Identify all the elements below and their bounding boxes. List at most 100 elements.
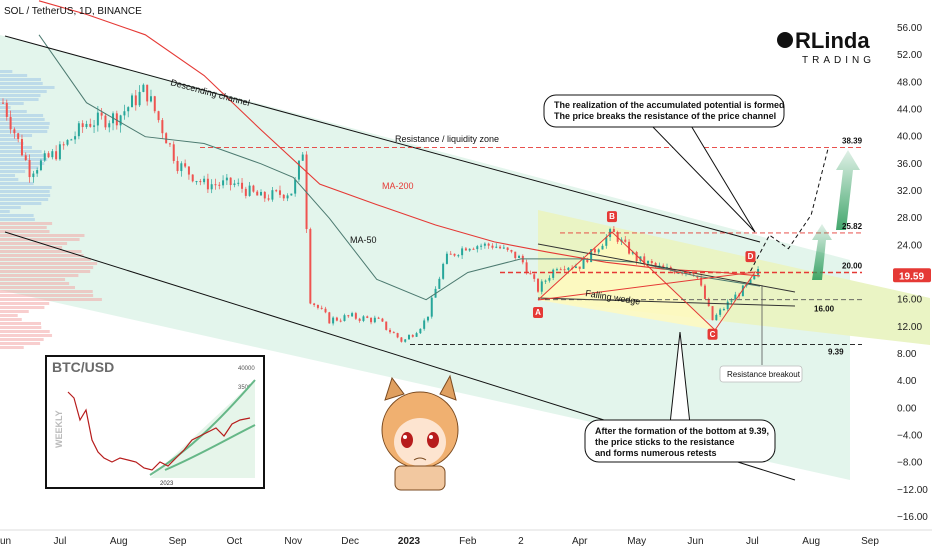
- candle-body: [123, 111, 126, 116]
- candle-body: [552, 269, 555, 278]
- candle-body: [461, 248, 464, 256]
- candle-body: [187, 166, 190, 175]
- candle-body: [237, 182, 240, 184]
- candle-body: [563, 269, 566, 271]
- candle-body: [244, 188, 247, 196]
- candle-body: [518, 255, 521, 258]
- candle-body: [741, 285, 744, 297]
- candle-body: [347, 315, 350, 317]
- candle-body: [278, 190, 281, 195]
- current-price-label: 19.59: [899, 271, 924, 282]
- candle-body: [309, 229, 312, 304]
- candle-body: [673, 270, 676, 274]
- candle-body: [650, 261, 653, 263]
- candle-body: [654, 262, 657, 266]
- y-tick-label: 44.00: [897, 105, 922, 116]
- candle-body: [70, 139, 73, 141]
- candle-body: [74, 136, 77, 140]
- breakout-box: [719, 365, 803, 383]
- callout-top-line2: The price breaks the resistance of the p…: [554, 111, 776, 121]
- x-tick-label: Sep: [861, 536, 879, 547]
- pattern-point-marker: [745, 251, 756, 263]
- y-tick-label: 4.00: [897, 376, 917, 387]
- candle-body: [184, 163, 187, 167]
- candle-body: [119, 115, 122, 126]
- y-tick-label: 36.00: [897, 159, 922, 170]
- candle-body: [605, 237, 608, 246]
- y-tick-label: 28.00: [897, 213, 922, 224]
- candle-body: [502, 247, 505, 249]
- candle-body: [400, 337, 403, 342]
- candle-body: [370, 317, 373, 323]
- candle-body: [142, 84, 145, 92]
- candle-body: [32, 173, 35, 178]
- candle-body: [514, 251, 517, 258]
- candle-body: [339, 320, 342, 322]
- pattern-point-marker: [532, 307, 543, 319]
- x-axis[interactable]: Jun Jul Aug Sep Oct Nov Dec 2023 Feb 2 Apr May Jun Ju…: [0, 536, 879, 547]
- pattern-point-marker: [606, 211, 617, 223]
- x-tick-label: Feb: [459, 536, 477, 547]
- candle-body: [324, 308, 327, 313]
- candle-body: [442, 263, 445, 279]
- target-arrow-2: [836, 150, 860, 230]
- candle-body: [354, 313, 357, 319]
- x-tick-label: Dec: [341, 536, 359, 547]
- rlinda-logo: RLinda TRADING: [777, 28, 871, 66]
- x-tick-label: Jun: [0, 536, 11, 547]
- candle-body: [275, 190, 278, 192]
- x-tick-label: Oct: [227, 536, 243, 547]
- x-tick-label: Sep: [169, 536, 187, 547]
- callout-top-box: [543, 94, 785, 128]
- candle-body: [597, 249, 600, 253]
- x-tick-label: Jul: [746, 536, 759, 547]
- candle-body: [480, 245, 483, 247]
- wedge-upper-line: [537, 243, 796, 293]
- y-tick-label: −8.00: [897, 458, 923, 469]
- logo-name: RLinda: [795, 28, 870, 53]
- candle-body: [392, 332, 395, 334]
- candle-body: [5, 102, 8, 117]
- candle-body: [445, 253, 448, 264]
- btc-inset-year: 2023: [160, 481, 174, 487]
- candle-body: [172, 144, 175, 161]
- candle-body: [449, 253, 452, 255]
- candle-body: [662, 265, 665, 268]
- candle-body: [677, 272, 680, 274]
- candle-body: [362, 316, 365, 321]
- candle-body: [533, 274, 536, 279]
- candle-body: [191, 174, 194, 182]
- candle-body: [248, 185, 251, 196]
- symbol-header: SOL / TetherUS, 1D, BINANCE: [4, 6, 142, 17]
- candle-body: [631, 251, 634, 254]
- candle-body: [332, 317, 335, 324]
- candle-body: [343, 315, 346, 321]
- candle-body: [2, 102, 4, 104]
- candle-body: [28, 160, 31, 178]
- candle-body: [161, 120, 164, 134]
- target-arrow-1: [812, 224, 832, 280]
- candle-body: [730, 300, 733, 302]
- y-axis[interactable]: 56.00 52.00 48.00 44.00 40.00 36.00 32.00 28.00…: [897, 23, 928, 523]
- candle-body: [753, 274, 756, 280]
- y-tick-label: 40.00: [897, 132, 922, 143]
- y-tick-label: −12.00: [897, 485, 928, 496]
- btc-inset-tick: 40000: [238, 366, 255, 372]
- candle-body: [726, 301, 729, 310]
- candle-body: [286, 195, 289, 199]
- candle-body: [476, 246, 479, 250]
- candle-body: [66, 140, 69, 145]
- ma200-label: MA-200: [382, 181, 414, 191]
- breakout-label: Resistance breakout: [727, 370, 801, 379]
- candle-body: [438, 278, 441, 289]
- candle-body: [703, 285, 706, 299]
- level-labels: 38.39 25.82 20.00 16.00 9.39: [814, 137, 863, 357]
- candle-body: [472, 248, 475, 250]
- candle-body: [195, 181, 198, 183]
- candle-body: [153, 96, 156, 112]
- x-tick-label: May: [627, 536, 646, 547]
- candle-body: [131, 95, 134, 108]
- candle-body: [358, 318, 361, 321]
- ma200-line: [38, 0, 761, 277]
